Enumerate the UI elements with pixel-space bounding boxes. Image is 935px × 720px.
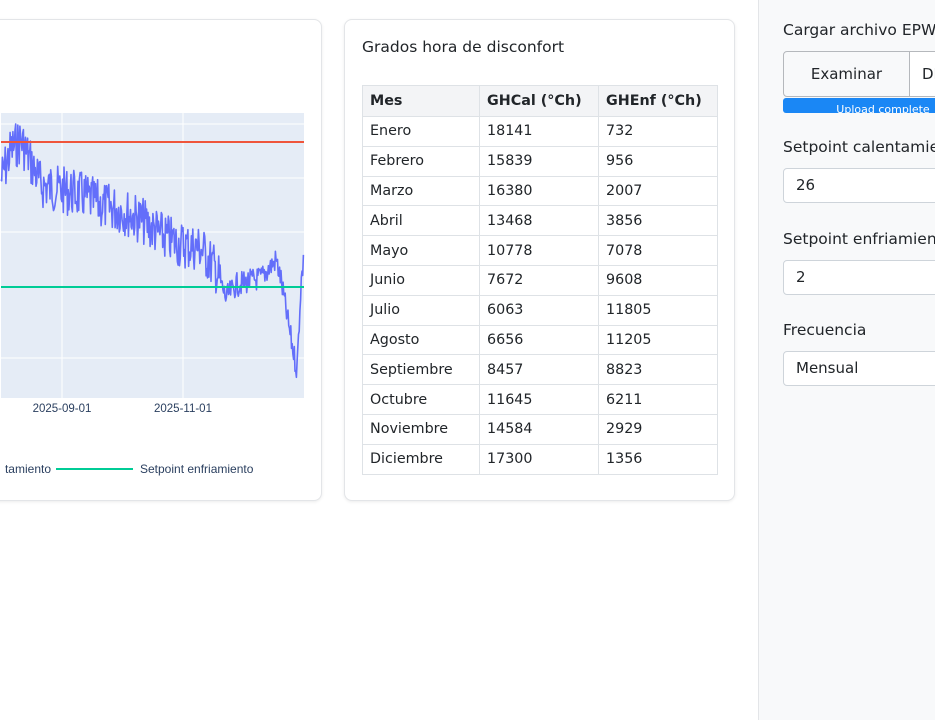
month-cell: Septiembre (362, 354, 480, 386)
ghcal-cell: 16380 (479, 175, 599, 207)
temperature-series-line (0, 123, 305, 379)
file-upload-group[interactable]: Examinar DM (783, 51, 935, 97)
ghenf-cell: 1356 (598, 443, 718, 475)
table-row: Septiembre 8457 8823 (362, 354, 718, 386)
discomfort-table: Mes GHCal (°Ch) GHEnf (°Ch) Enero 18141 73… (362, 85, 718, 475)
heating-setpoint-label: Setpoint calentamien (783, 138, 935, 156)
upload-progress-bar: Upload complete (783, 98, 935, 113)
ghenf-cell: 732 (598, 116, 718, 147)
month-cell: Junio (362, 264, 480, 296)
card-title: Grados hora de disconfort (362, 38, 565, 56)
table-row: Enero 18141 732 (362, 116, 718, 147)
ghenf-cell: 956 (598, 145, 718, 177)
table-row: Febrero 15839 956 (362, 145, 718, 177)
plot-area (1, 113, 304, 398)
upload-progress-fill: Upload complete (783, 98, 935, 113)
ghcal-cell: 8457 (479, 354, 599, 386)
ghcal-cell: 14584 (479, 413, 599, 445)
temperature-chart[interactable]: 2025-09-01 2025-11-01 tamiento Setpoint … (0, 20, 321, 500)
ghenf-cell: 3856 (598, 205, 718, 237)
cooling-setpoint-label: Setpoint enfriamiento (783, 230, 935, 248)
ghcal-cell: 7672 (479, 264, 599, 296)
month-cell: Diciembre (362, 443, 480, 475)
ghcal-cell: 18141 (479, 116, 599, 147)
month-cell: Agosto (362, 324, 480, 356)
table-row: Noviembre 14584 2929 (362, 413, 718, 445)
ghenf-cell: 2007 (598, 175, 718, 207)
month-cell: Febrero (362, 145, 480, 177)
legend-label-heating[interactable]: tamiento (5, 462, 51, 476)
table-row: Agosto 6656 11205 (362, 324, 718, 356)
ghenf-cell: 2929 (598, 413, 718, 445)
month-cell: Noviembre (362, 413, 480, 445)
browse-button[interactable]: Examinar (783, 51, 910, 97)
x-tick-label: 2025-11-01 (154, 403, 212, 415)
legend-label-cooling[interactable]: Setpoint enfriamiento (140, 462, 254, 476)
ghenf-cell: 7078 (598, 235, 718, 266)
ghcal-cell: 15839 (479, 145, 599, 177)
ghenf-cell: 8823 (598, 354, 718, 386)
table-row: Junio 7672 9608 (362, 264, 718, 296)
ghenf-cell: 9608 (598, 264, 718, 296)
month-cell: Julio (362, 294, 480, 326)
ghcal-cell: 13468 (479, 205, 599, 237)
x-tick-label: 2025-09-01 (33, 403, 92, 415)
ghcal-cell: 10778 (479, 235, 599, 266)
cooling-setpoint-input[interactable]: 2 (783, 260, 935, 295)
heating-setpoint-input[interactable]: 26 (783, 168, 935, 203)
column-header-month[interactable]: Mes (362, 85, 480, 117)
month-cell: Mayo (362, 235, 480, 266)
ghenf-cell: 11805 (598, 294, 718, 326)
table-row: Abril 13468 3856 (362, 205, 718, 237)
column-header-ghcal[interactable]: GHCal (°Ch) (479, 85, 599, 117)
month-cell: Abril (362, 205, 480, 237)
table-header-row: Mes GHCal (°Ch) GHEnf (°Ch) (362, 85, 718, 117)
table-row: Julio 6063 11805 (362, 294, 718, 326)
settings-sidebar: Cargar archivo EPW Examinar DM Upload co… (758, 0, 935, 720)
month-cell: Marzo (362, 175, 480, 207)
upload-label: Cargar archivo EPW (783, 21, 935, 39)
frequency-label: Frecuencia (783, 321, 867, 339)
table-row: Mayo 10778 7078 (362, 235, 718, 266)
ghcal-cell: 6656 (479, 324, 599, 356)
ghenf-cell: 6211 (598, 384, 718, 415)
month-cell: Enero (362, 116, 480, 147)
table-row: Diciembre 17300 1356 (362, 443, 718, 475)
table-row: Marzo 16380 2007 (362, 175, 718, 207)
temperature-chart-card: 2025-09-01 2025-11-01 tamiento Setpoint … (0, 19, 322, 501)
month-cell: Octubre (362, 384, 480, 415)
file-name-display[interactable]: DM (909, 51, 935, 97)
table-row: Octubre 11645 6211 (362, 384, 718, 415)
ghcal-cell: 6063 (479, 294, 599, 326)
discomfort-table-card: Grados hora de disconfort Mes GHCal (°Ch… (344, 19, 735, 501)
frequency-select[interactable]: Mensual (783, 351, 935, 386)
ghcal-cell: 11645 (479, 384, 599, 415)
column-header-ghenf[interactable]: GHEnf (°Ch) (598, 85, 718, 117)
ghenf-cell: 11205 (598, 324, 718, 356)
ghcal-cell: 17300 (479, 443, 599, 475)
